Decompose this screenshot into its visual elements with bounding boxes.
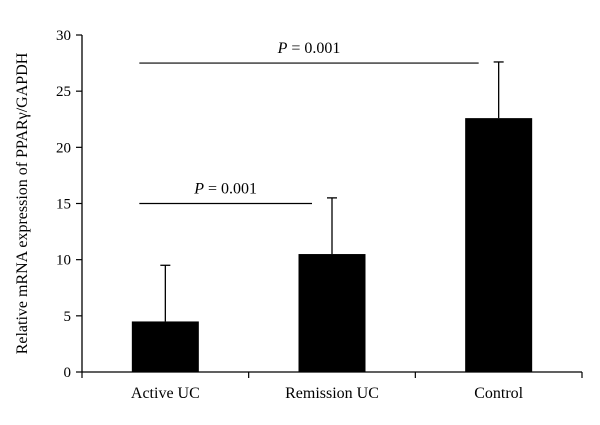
bar	[465, 118, 533, 372]
x-category-label: Control	[474, 385, 523, 402]
y-tick-label: 30	[56, 28, 71, 44]
y-tick-label: 5	[64, 309, 72, 325]
y-tick-label: 15	[56, 197, 71, 213]
y-tick-label: 20	[56, 140, 71, 156]
x-category-label: Active UC	[131, 385, 200, 402]
y-tick-label: 10	[56, 253, 71, 269]
p-value-label: P = 0.001	[193, 181, 257, 198]
y-axis-title: Relative mRNA expression of PPARγ/GAPDH	[14, 52, 31, 354]
p-value-label: P = 0.001	[277, 40, 341, 57]
bar	[131, 321, 199, 372]
y-tick-label: 0	[64, 365, 72, 381]
x-category-label: Remission UC	[285, 385, 379, 402]
bar	[298, 254, 366, 372]
y-tick-label: 25	[56, 84, 71, 100]
